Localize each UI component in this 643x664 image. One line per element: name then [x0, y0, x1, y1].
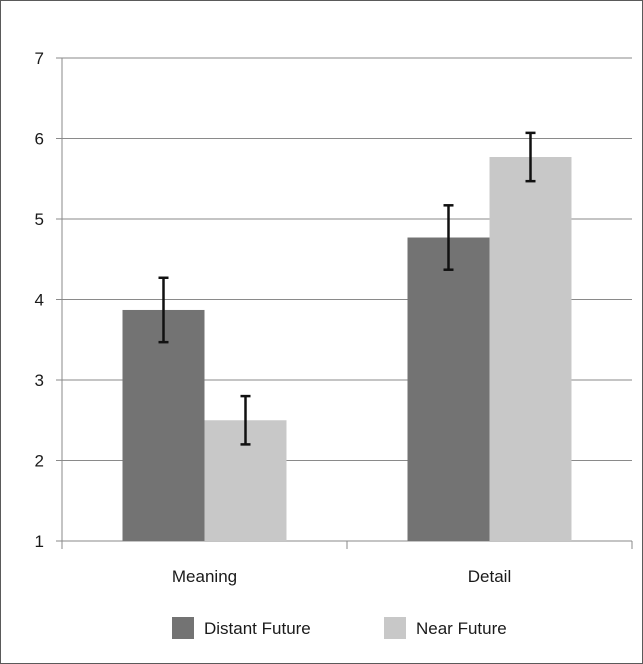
error-bar: [158, 276, 169, 344]
legend-label: Near Future: [416, 619, 507, 638]
y-tick-label: 2: [35, 452, 44, 471]
error-bar: [443, 204, 454, 271]
bar-distant-future-detail: [407, 237, 490, 541]
y-tick-label: 7: [35, 49, 44, 68]
error-bars: [158, 131, 536, 446]
x-tick-label: Meaning: [172, 567, 237, 586]
y-tick-label: 5: [35, 210, 44, 229]
legend-swatch: [172, 617, 194, 639]
legend-swatch: [384, 617, 406, 639]
error-bar: [240, 394, 251, 446]
legend-item-near-future: Near Future: [384, 617, 507, 639]
legend-label: Distant Future: [204, 619, 311, 638]
error-bar: [525, 131, 536, 183]
bar-near-future-detail: [489, 157, 572, 541]
y-tick-labels: 1 2 3 4 5 6 7: [35, 49, 44, 551]
y-tick-label: 1: [35, 532, 44, 551]
x-tick-labels: Meaning Detail: [172, 567, 511, 586]
y-tick-label: 6: [35, 130, 44, 149]
bars: [122, 157, 572, 541]
legend: Distant Future Near Future: [172, 617, 507, 639]
legend-item-distant-future: Distant Future: [172, 617, 311, 639]
x-tick-label: Detail: [468, 567, 511, 586]
bar-distant-future-meaning: [122, 309, 205, 541]
y-tick-label: 3: [35, 371, 44, 390]
y-tick-label: 4: [35, 291, 44, 310]
